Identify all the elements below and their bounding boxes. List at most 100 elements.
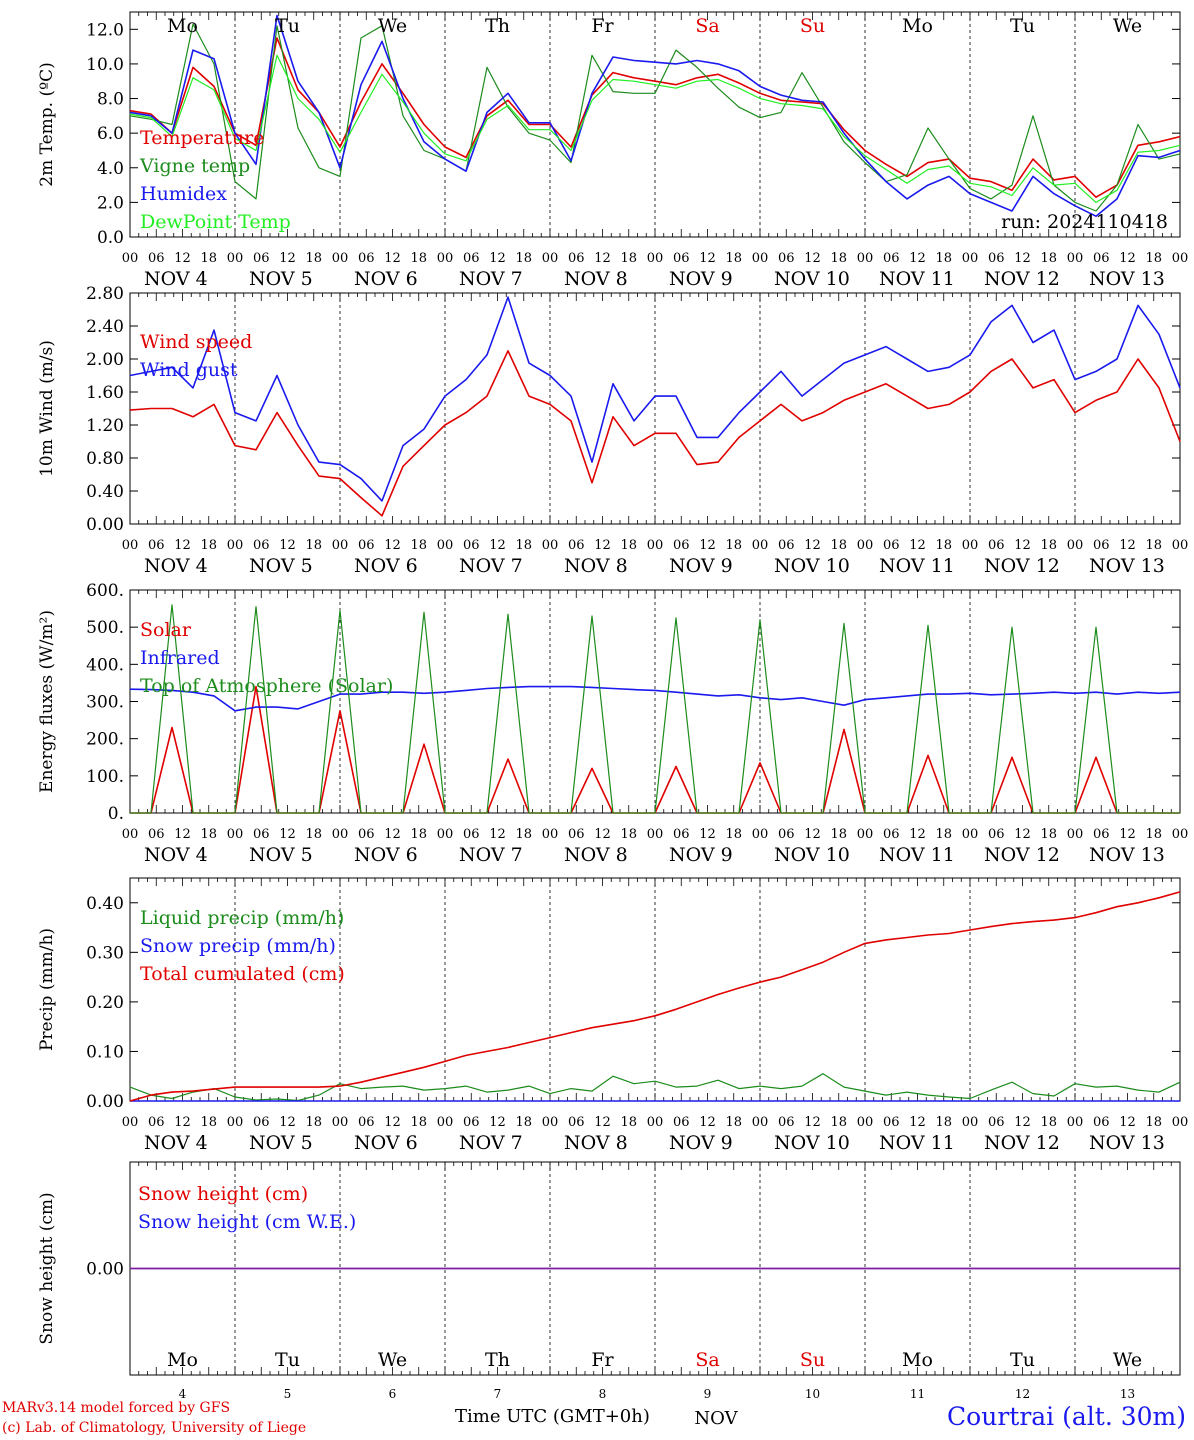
day-number-label: 12 xyxy=(1015,1387,1030,1401)
hour-tick-label: 12 xyxy=(1119,538,1136,553)
hour-tick-label: 12 xyxy=(1119,1115,1136,1130)
y-tick-label: 6.0 xyxy=(97,124,124,144)
date-label: NOV 11 xyxy=(879,555,955,577)
hour-tick-label: 06 xyxy=(778,538,795,553)
hour-tick-label: 06 xyxy=(778,251,795,266)
hour-tick-label: 18 xyxy=(620,1115,637,1130)
date-label: NOV 11 xyxy=(879,268,955,290)
legend-entry: Total cumulated (cm) xyxy=(140,963,345,985)
hour-tick-label: 12 xyxy=(384,1115,401,1130)
legend-entry: Snow precip (mm/h) xyxy=(140,935,336,957)
series-line-liquid-precip-mm-h- xyxy=(129,1073,1181,1102)
weekday-label: Mo xyxy=(167,15,198,37)
y-tick-label: 2.80 xyxy=(86,284,124,304)
y-tick-label: 0.10 xyxy=(86,1042,124,1062)
legend-entry: DewPoint Temp xyxy=(140,211,291,233)
hour-tick-label: 18 xyxy=(725,1115,742,1130)
day-number-label: 8 xyxy=(599,1387,607,1401)
date-label: NOV 6 xyxy=(354,1132,418,1154)
time-axis-label: Time UTC (GMT+0h) xyxy=(455,1406,650,1427)
hour-tick-label: 18 xyxy=(305,1115,322,1130)
hour-tick-label: 06 xyxy=(1093,538,1110,553)
hour-tick-label: 18 xyxy=(515,538,532,553)
y-tick-label: 500. xyxy=(86,618,124,638)
hour-tick-label: 12 xyxy=(909,251,926,266)
hour-tick-label: 00 xyxy=(647,251,664,266)
hour-tick-label: 00 xyxy=(962,827,979,842)
hour-tick-label: 12 xyxy=(1014,1115,1031,1130)
date-label: NOV 8 xyxy=(564,1132,628,1154)
legend-entry: Snow height (cm) xyxy=(138,1183,308,1205)
date-label: NOV 5 xyxy=(249,268,313,290)
hour-tick-label: 00 xyxy=(1067,1115,1084,1130)
y-tick-label: 0.00 xyxy=(86,1092,124,1112)
hour-tick-label: 18 xyxy=(1040,251,1057,266)
weekday-label: Mo xyxy=(902,1349,933,1371)
date-label: NOV 9 xyxy=(669,268,733,290)
date-label: NOV 6 xyxy=(354,555,418,577)
hour-tick-label: 06 xyxy=(463,538,480,553)
series-line-total-cumulated-cm- xyxy=(129,891,1181,1102)
hour-tick-label: 18 xyxy=(200,538,217,553)
y-axis-label: Snow height (cm) xyxy=(37,1192,57,1344)
hour-tick-label: 00 xyxy=(332,1115,349,1130)
legend-entry: Solar xyxy=(140,619,192,641)
hour-tick-label: 12 xyxy=(279,827,296,842)
hour-tick-label: 00 xyxy=(227,251,244,266)
hour-tick-label: 00 xyxy=(122,538,139,553)
hour-tick-label: 06 xyxy=(463,251,480,266)
hour-tick-label: 00 xyxy=(752,827,769,842)
legend-entry: Snow height (cm W.E.) xyxy=(138,1211,356,1233)
weekday-label: We xyxy=(1113,15,1142,37)
hour-tick-label: 18 xyxy=(830,1115,847,1130)
hour-tick-label: 06 xyxy=(358,827,375,842)
hour-tick-label: 18 xyxy=(305,251,322,266)
hour-tick-label: 06 xyxy=(253,1115,270,1130)
hour-tick-label: 12 xyxy=(1014,251,1031,266)
hour-tick-label: 12 xyxy=(804,251,821,266)
hour-tick-label: 06 xyxy=(988,827,1005,842)
y-tick-label: 400. xyxy=(86,655,124,675)
legend-entry: Top of Atmosphere (Solar) xyxy=(140,675,393,697)
hour-tick-label: 00 xyxy=(1172,827,1189,842)
hour-tick-label: 00 xyxy=(857,538,874,553)
date-label: NOV 10 xyxy=(774,844,850,866)
date-label: NOV 4 xyxy=(144,268,208,290)
date-label: NOV 7 xyxy=(459,555,523,577)
panel-1 xyxy=(129,11,1181,238)
date-label: NOV 7 xyxy=(459,1132,523,1154)
y-tick-label: 12.0 xyxy=(86,20,124,40)
hour-tick-label: 18 xyxy=(830,251,847,266)
weekday-label: We xyxy=(378,15,407,37)
hour-tick-label: 18 xyxy=(725,251,742,266)
y-tick-label: 0.40 xyxy=(86,894,124,914)
hour-tick-label: 06 xyxy=(673,251,690,266)
panel-2 xyxy=(129,292,1181,525)
hour-tick-label: 06 xyxy=(883,251,900,266)
date-label: NOV 10 xyxy=(774,555,850,577)
date-label: NOV 4 xyxy=(144,555,208,577)
day-number-label: 7 xyxy=(494,1387,502,1401)
hour-tick-label: 12 xyxy=(699,538,716,553)
y-tick-label: 0.00 xyxy=(86,515,124,535)
legend-entry: Infrared xyxy=(140,647,220,669)
hour-tick-label: 00 xyxy=(542,538,559,553)
hour-tick-label: 18 xyxy=(515,1115,532,1130)
hour-tick-label: 18 xyxy=(200,251,217,266)
hour-tick-label: 18 xyxy=(935,1115,952,1130)
hour-tick-label: 12 xyxy=(909,827,926,842)
date-label: NOV 7 xyxy=(459,268,523,290)
day-number-label: 4 xyxy=(179,1387,187,1401)
hour-tick-label: 00 xyxy=(1172,251,1189,266)
hour-tick-label: 00 xyxy=(1067,251,1084,266)
hour-tick-label: 18 xyxy=(1040,538,1057,553)
hour-tick-label: 18 xyxy=(410,538,427,553)
hour-tick-label: 18 xyxy=(515,827,532,842)
weekday-label: Su xyxy=(800,15,825,37)
hour-tick-label: 12 xyxy=(384,538,401,553)
y-tick-label: 0.20 xyxy=(86,993,124,1013)
hour-tick-label: 12 xyxy=(804,827,821,842)
hour-tick-label: 00 xyxy=(752,1115,769,1130)
hour-tick-label: 12 xyxy=(804,1115,821,1130)
hour-tick-label: 12 xyxy=(384,251,401,266)
